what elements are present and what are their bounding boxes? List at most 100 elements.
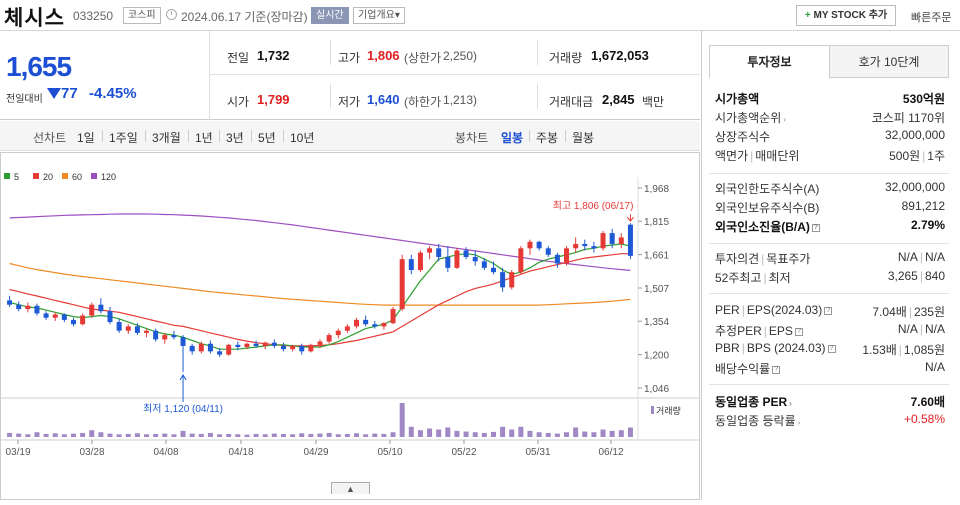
invest-row-value: 2.79% <box>910 218 945 232</box>
candle-body <box>25 305 31 310</box>
invest-row: 외국인보유주식수(B) 891,212 <box>715 199 945 217</box>
candle-body <box>180 337 186 346</box>
add-my-stock-button[interactable]: + MY STOCK 추가 <box>796 5 896 26</box>
volume-bar <box>107 433 113 437</box>
invest-row-label: 외국인보유주식수(B) <box>715 201 820 215</box>
chevron-right-icon[interactable]: › <box>797 418 801 427</box>
period-option-6[interactable]: 10년 <box>290 131 315 145</box>
legend-swatch-20 <box>33 173 39 179</box>
invest-row: 시가총액순위 › 코스피 1170위 <box>715 109 945 127</box>
invest-row-label: 외국인한도주식수(A) <box>715 182 820 196</box>
quick-order-link[interactable]: 빠른주문 <box>911 12 952 24</box>
period-option-5[interactable]: 5년 <box>258 131 276 145</box>
x-tick-label: 04/18 <box>228 447 253 458</box>
candle-body <box>235 344 241 348</box>
candle-body <box>262 342 268 346</box>
amount-unit: 백만 <box>642 95 665 109</box>
candle-body <box>527 241 533 249</box>
candle-body <box>52 314 58 318</box>
volume-bar <box>472 432 478 437</box>
candle-body <box>217 351 223 355</box>
volume-bar <box>125 433 131 437</box>
company-overview-button[interactable]: 기업개요▾ <box>353 7 405 24</box>
help-icon[interactable]: ? <box>811 223 820 232</box>
candle-body <box>153 330 159 340</box>
period-option-1[interactable]: 1주일 <box>109 131 138 145</box>
help-icon[interactable]: ? <box>827 344 836 353</box>
chart-expand-button[interactable]: ▲ <box>331 482 370 494</box>
volume-bar <box>34 432 40 437</box>
volume-bar <box>545 432 551 437</box>
volume-bar <box>436 429 442 437</box>
volume-bar <box>399 403 405 437</box>
y-tick-label: 1,968 <box>644 184 669 195</box>
volume-bar <box>290 434 296 437</box>
series-line-ma60 <box>9 262 631 306</box>
plus-icon: + <box>804 10 811 21</box>
volume-bar <box>490 431 496 437</box>
stock-code: 033250 <box>73 9 114 23</box>
volume-bar <box>326 432 332 437</box>
period-option-4[interactable]: 3년 <box>226 131 244 145</box>
volume-bar <box>262 434 268 437</box>
chevron-right-icon[interactable]: › <box>789 399 792 408</box>
volume-bar <box>445 427 451 437</box>
candle-body <box>390 309 396 324</box>
help-icon[interactable]: ? <box>824 306 833 315</box>
chart-svg: 5 20 60 120 1,968 1,815 1,661 1,507 1,354 1,200 1,… <box>0 152 700 500</box>
period-option-0[interactable]: 1일 <box>77 131 95 145</box>
max-arrow-head <box>627 216 634 222</box>
price-chart: 5 20 60 120 1,968 1,815 1,661 1,507 1,354 1,200 1,… <box>0 152 700 500</box>
open-value: 1,799 <box>257 92 290 107</box>
volume-bar <box>354 433 360 437</box>
candle-body <box>582 243 588 247</box>
legend-label-60: 60 <box>72 172 82 182</box>
chevron-right-icon[interactable]: › <box>783 115 786 124</box>
tab-order-book[interactable]: 호가 10단계 <box>829 45 949 78</box>
candle-body <box>518 248 524 273</box>
realtime-button[interactable]: 실시간 <box>311 7 349 24</box>
invest-row: 투자의견 | 목표주가 N/A | N/A <box>715 250 945 268</box>
upper-limit-label: (상한가 <box>404 51 442 65</box>
candle-option-1[interactable]: 주봉 <box>536 131 559 145</box>
candle-option-0[interactable]: 일봉 <box>501 131 524 145</box>
invest-row-value: 500원 | 1주 <box>889 149 945 163</box>
volume-bar <box>280 433 286 437</box>
invest-row-value: N/A | N/A <box>897 250 945 264</box>
volume-bar <box>536 432 542 437</box>
invest-row-label: PBR | BPS (2024.03)? <box>715 341 836 355</box>
invest-row-value: +0.58% <box>903 412 945 426</box>
x-tick-label: 03/19 <box>5 447 30 458</box>
candle-body <box>627 224 633 256</box>
invest-row-value: 7.60배 <box>910 395 945 409</box>
invest-row-label: 상장주식수 <box>715 130 771 144</box>
period-option-2[interactable]: 3개월 <box>152 131 181 145</box>
current-price: 1,655 <box>6 51 72 82</box>
volume-bar <box>363 434 369 437</box>
y-tick-label: 1,661 <box>644 251 669 262</box>
volume-value: 1,672,053 <box>591 48 649 63</box>
candle-body <box>372 324 378 327</box>
x-tick-label: 05/10 <box>377 447 402 458</box>
help-icon[interactable]: ? <box>772 365 781 374</box>
period-option-3[interactable]: 1년 <box>195 131 213 145</box>
candle-body <box>89 304 95 316</box>
volume-label: 거래량 <box>656 405 681 416</box>
volume-bar <box>600 429 606 437</box>
tab-invest-info[interactable]: 투자정보 <box>709 45 830 78</box>
volume-bar <box>527 430 533 437</box>
volume-bar <box>308 433 314 437</box>
invest-row-label: 시가총액순위 › <box>715 111 786 125</box>
down-arrow-icon <box>47 88 61 99</box>
invest-row: 추정PER | EPS? N/A | N/A <box>715 322 945 340</box>
candle-body <box>7 300 13 305</box>
volume-bar <box>189 433 195 437</box>
invest-row: 외국인소진율(B/A)? 2.79% <box>715 218 945 236</box>
legend-swatch-120 <box>91 173 97 179</box>
candle-body <box>472 256 478 262</box>
series-line-ma20 <box>9 253 631 347</box>
help-icon[interactable]: ? <box>794 327 803 336</box>
candle-option-2[interactable]: 월봉 <box>572 131 595 145</box>
volume-bar <box>463 431 469 437</box>
change-label: 전일대비 <box>6 94 43 105</box>
